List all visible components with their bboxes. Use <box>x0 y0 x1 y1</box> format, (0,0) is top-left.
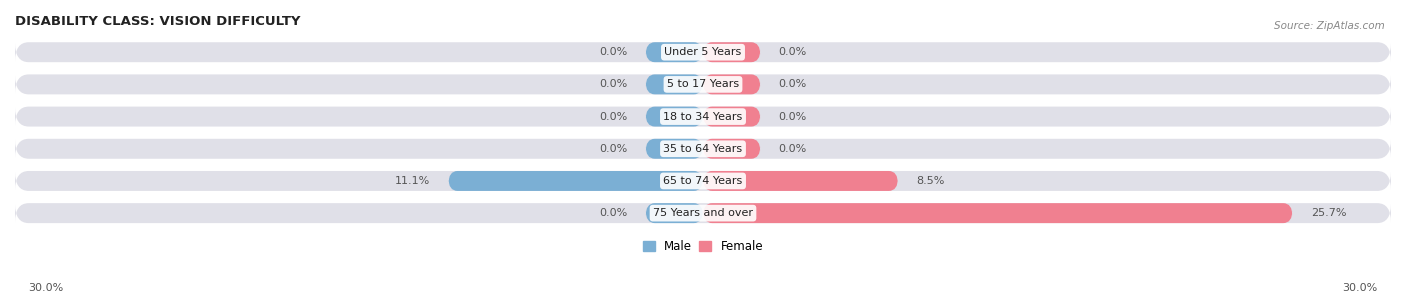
FancyBboxPatch shape <box>703 42 761 62</box>
Text: 0.0%: 0.0% <box>779 144 807 154</box>
FancyBboxPatch shape <box>449 171 703 191</box>
FancyBboxPatch shape <box>15 107 1391 127</box>
FancyBboxPatch shape <box>15 74 1391 94</box>
Text: 18 to 34 Years: 18 to 34 Years <box>664 112 742 122</box>
Text: 25.7%: 25.7% <box>1310 208 1346 218</box>
Text: 0.0%: 0.0% <box>779 112 807 122</box>
FancyBboxPatch shape <box>15 203 1391 223</box>
Text: 0.0%: 0.0% <box>599 79 627 89</box>
FancyBboxPatch shape <box>703 74 761 94</box>
Legend: Male, Female: Male, Female <box>638 236 768 258</box>
FancyBboxPatch shape <box>15 139 1391 159</box>
Text: 5 to 17 Years: 5 to 17 Years <box>666 79 740 89</box>
FancyBboxPatch shape <box>703 171 898 191</box>
FancyBboxPatch shape <box>15 171 1391 191</box>
FancyBboxPatch shape <box>15 42 1391 62</box>
Text: Source: ZipAtlas.com: Source: ZipAtlas.com <box>1274 21 1385 31</box>
FancyBboxPatch shape <box>645 139 703 159</box>
Text: Under 5 Years: Under 5 Years <box>665 47 741 57</box>
Text: 0.0%: 0.0% <box>599 112 627 122</box>
FancyBboxPatch shape <box>645 107 703 127</box>
FancyBboxPatch shape <box>703 107 761 127</box>
FancyBboxPatch shape <box>703 139 761 159</box>
FancyBboxPatch shape <box>703 203 1292 223</box>
Text: 30.0%: 30.0% <box>1343 283 1378 293</box>
FancyBboxPatch shape <box>645 203 703 223</box>
Text: 8.5%: 8.5% <box>917 176 945 186</box>
Text: 0.0%: 0.0% <box>599 208 627 218</box>
Text: 0.0%: 0.0% <box>779 79 807 89</box>
Text: DISABILITY CLASS: VISION DIFFICULTY: DISABILITY CLASS: VISION DIFFICULTY <box>15 15 301 28</box>
FancyBboxPatch shape <box>645 74 703 94</box>
FancyBboxPatch shape <box>645 42 703 62</box>
Text: 0.0%: 0.0% <box>599 47 627 57</box>
Text: 30.0%: 30.0% <box>28 283 63 293</box>
Text: 0.0%: 0.0% <box>599 144 627 154</box>
Text: 11.1%: 11.1% <box>395 176 430 186</box>
Text: 35 to 64 Years: 35 to 64 Years <box>664 144 742 154</box>
Text: 75 Years and over: 75 Years and over <box>652 208 754 218</box>
Text: 0.0%: 0.0% <box>779 47 807 57</box>
Text: 65 to 74 Years: 65 to 74 Years <box>664 176 742 186</box>
